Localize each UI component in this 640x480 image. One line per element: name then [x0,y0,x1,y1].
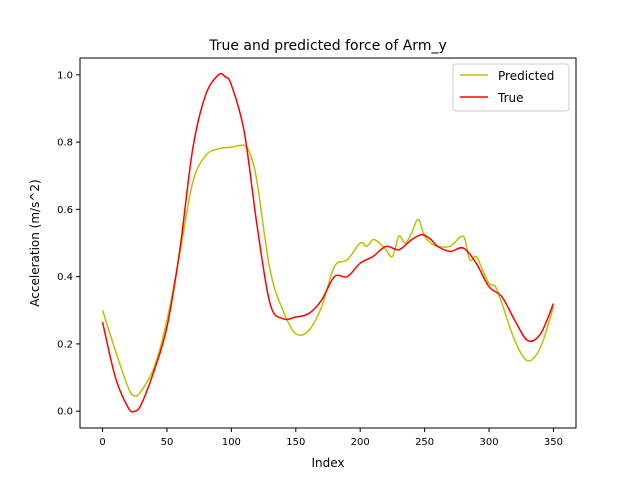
x-tick-label: 200 [351,437,370,448]
series-line-predicted [101,144,555,397]
y-tick-label: 0.2 [57,339,73,350]
x-tick-label: 150 [286,437,305,448]
y-tick-label: 0.8 [57,138,73,149]
plot-area [101,72,555,413]
x-axis-label: Index [311,456,344,470]
y-tick-label: 0.6 [57,205,73,216]
x-tick-label: 0 [99,437,105,448]
y-axis-ticks: 0.0 0.2 0.4 0.6 0.8 1.0 [57,70,80,418]
legend-label-true: True [497,91,524,105]
y-axis-label: Acceleration (m/s^2) [28,179,42,306]
x-tick-label: 350 [544,437,563,448]
x-tick-label: 300 [479,437,498,448]
chart-title: True and predicted force of Arm_y [208,38,447,54]
legend-label-predicted: Predicted [498,69,554,83]
legend: Predicted True [452,63,570,112]
x-tick-label: 100 [222,437,241,448]
y-tick-label: 0.0 [57,407,73,418]
series-layer [101,72,555,413]
x-tick-label: 50 [161,437,174,448]
x-tick-label: 250 [415,437,434,448]
y-tick-label: 0.4 [57,272,73,283]
axes-frame [79,57,577,429]
x-axis-ticks: 0 50 100 150 200 250 300 350 [99,428,563,448]
y-tick-label: 1.0 [57,70,73,81]
series-line-true [101,72,555,413]
